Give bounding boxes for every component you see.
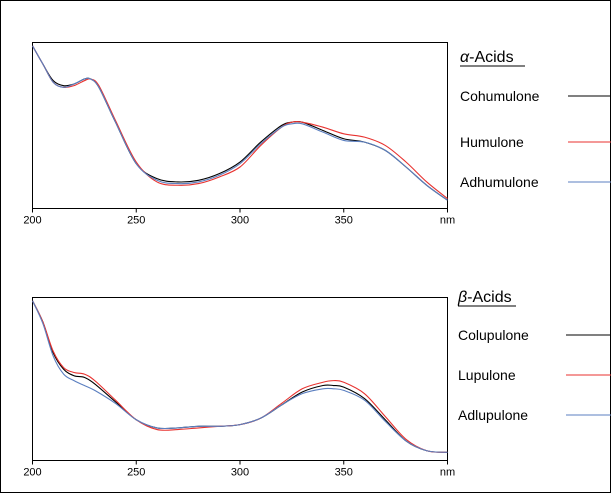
alpha-x-tick-label: 200 [23, 215, 41, 227]
beta-legend-label-1: Colupulone [458, 327, 529, 343]
alpha-x-axis: 200 250 300 350 nm [23, 208, 455, 227]
beta-x-tick-label: 250 [127, 467, 145, 479]
beta-x-tick-label: 350 [335, 467, 353, 479]
alpha-legend-label-1: Cohumulone [460, 88, 540, 104]
beta-legend-label-3: Adlupulone [458, 407, 528, 423]
beta-series-line-3 [31, 300, 448, 453]
alpha-lines [32, 45, 448, 201]
alpha-legend-label-2: Humulone [460, 134, 524, 150]
beta-legend: β-Acids Colupulone Lupulone Adlupulone [457, 289, 611, 423]
alpha-legend: α-Acids Cohumulone Humulone Adhumulone [460, 49, 611, 190]
beta-x-tick-label: 200 [23, 467, 41, 479]
beta-legend-label-2: Lupulone [458, 367, 516, 383]
alpha-x-tick-label: nm [440, 215, 455, 227]
beta-x-axis: 200 250 300 350 nm [23, 460, 455, 479]
alpha-x-tick-label: 250 [127, 215, 145, 227]
alpha-series-line-3 [32, 45, 448, 201]
alpha-x-tick-label: 350 [335, 215, 353, 227]
alpha-x-tick-label: 300 [231, 215, 249, 227]
beta-x-tick-label: 300 [231, 467, 249, 479]
alpha-legend-label-3: Adhumulone [460, 174, 539, 190]
beta-x-tick-label: nm [440, 467, 455, 479]
beta-lines [31, 300, 448, 453]
beta-acids-panel: 200 250 300 350 nm β-Acids Colupulone Lupulon… [23, 289, 611, 479]
alpha-series-line-2 [32, 45, 448, 199]
alpha-legend-title: α-Acids [460, 49, 514, 66]
beta-legend-title: β-Acids [457, 289, 512, 306]
alpha-acids-panel: 200 250 300 350 nm α-Acids Cohumulone Humulon… [23, 42, 611, 227]
